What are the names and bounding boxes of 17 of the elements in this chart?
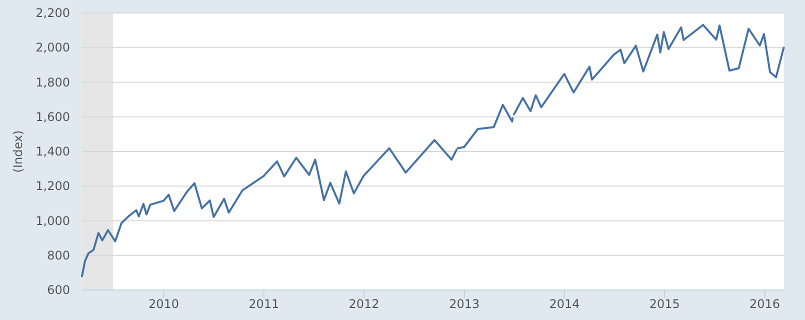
x-tick-label: 2010 <box>148 297 180 311</box>
y-tick-label: 1,800 <box>36 75 70 90</box>
y-tick-label: 1,400 <box>36 144 70 158</box>
x-tick-label: 2013 <box>449 297 480 311</box>
y-tick-label: 2,000 <box>36 40 70 55</box>
x-tick-label: 2014 <box>549 297 580 311</box>
x-tick-label: 2015 <box>649 297 680 311</box>
y-tick-label: 2,200 <box>36 6 70 20</box>
x-tick-label: 2012 <box>348 297 380 311</box>
y-tick-label: 1,600 <box>36 110 70 124</box>
x-tick-label: 2011 <box>248 297 280 311</box>
y-axis-title: (Index) <box>11 130 25 173</box>
x-tick-label: 2016 <box>750 297 780 311</box>
y-tick-label: 1,000 <box>36 214 70 228</box>
y-tick-label: 600 <box>47 283 70 297</box>
y-tick-label: 1,200 <box>36 179 70 194</box>
y-tick-label: 800 <box>47 248 70 262</box>
